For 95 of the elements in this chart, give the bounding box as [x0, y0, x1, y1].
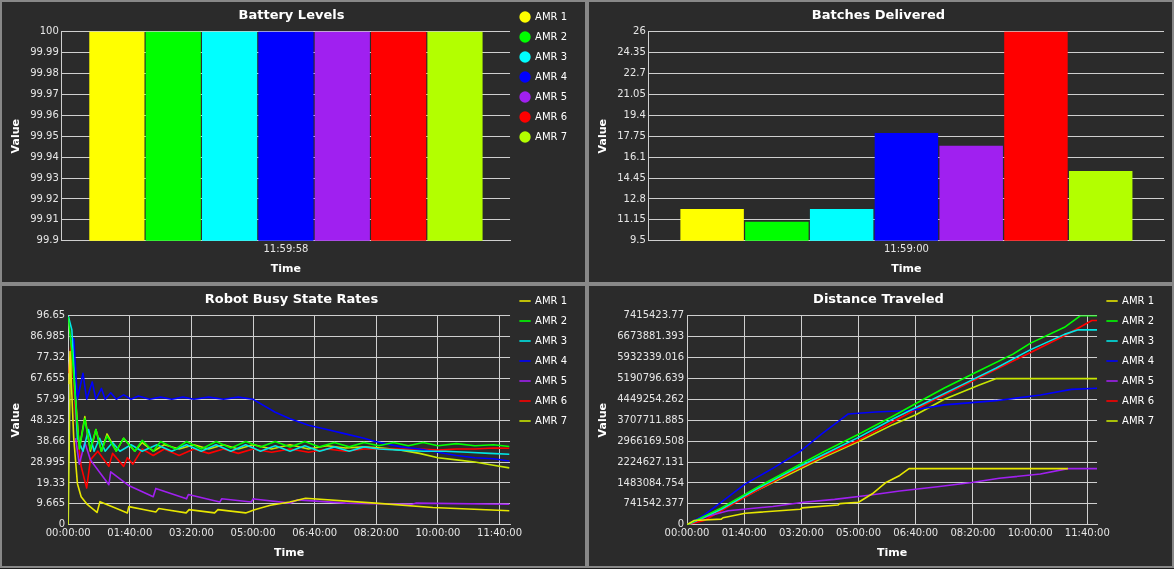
y-tick-label: 99.97: [30, 87, 59, 99]
y-tick-label: 22.7: [623, 67, 646, 79]
legend-label: AMR 1: [535, 294, 568, 306]
legend-label: AMR 6: [1122, 394, 1155, 406]
y-tick-label: 9.5: [629, 234, 646, 246]
y-tick-label: 99.93: [30, 171, 59, 183]
legend-label: AMR 6: [535, 394, 568, 406]
y-tick-label: 99.9: [36, 234, 59, 246]
legend-label: AMR 2: [535, 314, 568, 326]
y-tick-label: 99.96: [30, 108, 59, 120]
x-tick-label: 03:20:00: [778, 527, 824, 539]
y-tick-label: 2966169.508: [617, 434, 684, 446]
y-axis-title: Value: [596, 403, 610, 438]
y-axis-title: Value: [9, 403, 23, 438]
legend-label: AMR 5: [1122, 374, 1155, 386]
y-tick-label: 14.45: [617, 171, 646, 183]
x-tick-label: 05:00:00: [836, 527, 882, 539]
x-tick-label: 01:40:00: [107, 527, 153, 539]
y-tick-label: 99.92: [30, 192, 59, 204]
y-tick-label: 96.65: [36, 309, 66, 321]
chart-title: Distance Traveled: [813, 291, 944, 307]
chart-title: Battery Levels: [238, 7, 345, 23]
x-tick-label: 11:40:00: [1064, 527, 1110, 539]
x-tick-label: 10:00:00: [415, 527, 461, 539]
y-tick-label: 26: [633, 25, 646, 37]
x-tick-label: 11:59:00: [883, 243, 929, 255]
y-tick-label: 4449254.262: [617, 392, 684, 404]
legend-label: AMR 4: [535, 70, 568, 82]
x-tick-label: 01:40:00: [721, 527, 767, 539]
x-tick-label: 06:40:00: [893, 527, 939, 539]
x-axis-title: Time: [891, 262, 922, 276]
y-tick-label: 741542.377: [623, 497, 684, 509]
y-tick-label: 21.05: [617, 87, 646, 99]
legend-label: AMR 4: [535, 354, 568, 366]
y-tick-label: 99.94: [30, 150, 59, 162]
x-tick-label: 08:20:00: [950, 527, 996, 539]
legend-label: AMR 5: [535, 90, 568, 102]
x-tick-label: 11:40:00: [477, 527, 523, 539]
y-tick-label: 48.325: [30, 413, 66, 425]
legend-label: AMR 7: [535, 130, 568, 142]
y-tick-label: 5190796.639: [617, 371, 684, 383]
legend-label: AMR 5: [535, 374, 568, 386]
y-tick-label: 17.75: [617, 129, 646, 141]
legend-label: AMR 7: [1122, 414, 1155, 426]
y-tick-label: 99.98: [30, 67, 59, 79]
x-axis-title: Time: [876, 546, 908, 560]
y-tick-label: 99.95: [30, 129, 59, 141]
legend-label: AMR 2: [1122, 314, 1155, 326]
y-tick-label: 1483084.754: [617, 476, 684, 488]
y-tick-label: 100: [39, 25, 59, 37]
y-tick-label: 5932339.016: [617, 351, 684, 363]
x-axis-title: Time: [270, 262, 302, 276]
y-tick-label: 19.4: [623, 108, 646, 120]
x-tick-label: 11:59:58: [263, 243, 309, 255]
x-tick-label: 05:00:00: [230, 527, 276, 539]
y-tick-label: 19.33: [36, 476, 66, 488]
y-tick-label: 67.655: [30, 371, 66, 383]
y-tick-label: 6673881.393: [617, 330, 684, 342]
x-tick-label: 10:00:00: [1007, 527, 1053, 539]
legend-label: AMR 6: [535, 110, 568, 122]
y-tick-label: 9.665: [36, 497, 66, 509]
y-tick-label: 86.985: [30, 330, 66, 342]
y-tick-label: 77.32: [36, 351, 66, 363]
y-axis-title: Value: [596, 119, 610, 154]
y-tick-label: 0: [677, 518, 684, 530]
x-axis-title: Time: [274, 546, 305, 560]
y-tick-label: 38.66: [36, 434, 66, 446]
legend-label: AMR 3: [1122, 334, 1155, 346]
x-tick-label: 00:00:00: [45, 527, 91, 539]
y-tick-label: 2224627.131: [617, 455, 684, 467]
legend-label: AMR 3: [535, 334, 568, 346]
y-tick-label: 3707711.885: [617, 413, 684, 425]
y-axis-title: Value: [9, 119, 23, 154]
y-tick-label: 16.1: [623, 150, 646, 162]
x-tick-label: 06:40:00: [292, 527, 338, 539]
y-tick-label: 11.15: [617, 213, 646, 225]
y-tick-label: 0: [58, 518, 66, 530]
x-tick-label: 00:00:00: [664, 527, 710, 539]
legend-label: AMR 4: [1122, 354, 1155, 366]
y-tick-label: 99.99: [30, 46, 59, 58]
legend-label: AMR 1: [1122, 294, 1155, 306]
legend-label: AMR 1: [535, 10, 568, 22]
x-tick-label: 03:20:00: [168, 527, 214, 539]
y-tick-label: 28.995: [30, 455, 66, 467]
y-tick-label: 24.35: [617, 46, 646, 58]
chart-title: Batches Delivered: [811, 7, 946, 23]
legend-label: AMR 3: [535, 50, 568, 62]
y-tick-label: 7415423.77: [623, 309, 684, 321]
y-tick-label: 12.8: [623, 192, 646, 204]
legend-label: AMR 7: [535, 414, 568, 426]
legend-label: AMR 2: [535, 30, 568, 42]
y-tick-label: 57.99: [36, 392, 66, 404]
chart-title: Robot Busy State Rates: [204, 291, 379, 307]
y-tick-label: 99.91: [30, 213, 59, 225]
x-tick-label: 08:20:00: [353, 527, 399, 539]
